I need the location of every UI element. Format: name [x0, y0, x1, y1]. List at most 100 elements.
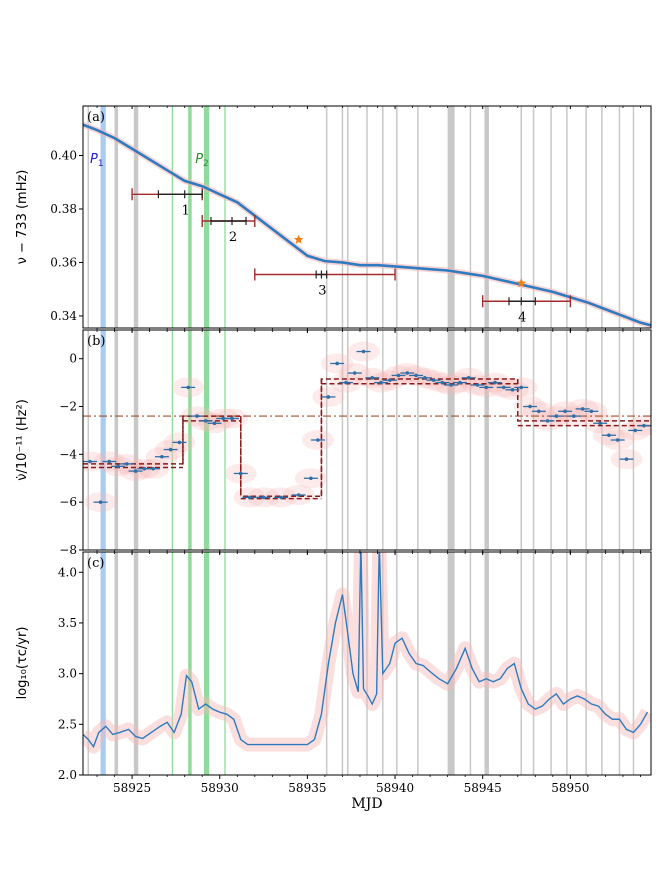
data-point: [563, 409, 567, 414]
green-band-p2: [188, 330, 192, 550]
data-point: [177, 440, 182, 445]
data-point: [493, 380, 497, 385]
data-point: [387, 378, 392, 383]
data-point: [624, 457, 629, 461]
gray-event-band: [484, 552, 489, 775]
gray-event-band: [133, 330, 139, 550]
data-point: [326, 395, 331, 399]
x-tick-label: 58935: [288, 781, 326, 795]
gray-event-band: [447, 330, 455, 550]
data-point: [528, 404, 532, 409]
data-point: [151, 466, 155, 471]
y-tick-label: −4: [59, 447, 77, 461]
panel-label: (b): [87, 334, 105, 349]
y-tick-label: −6: [59, 495, 77, 509]
data-point: [642, 423, 646, 428]
blue-band-p1: [100, 330, 106, 550]
annotation-p1: P1: [90, 152, 104, 169]
x-axis-label: MJD: [351, 796, 382, 812]
data-point: [116, 464, 120, 469]
gray-event-band: [114, 330, 119, 550]
gray-event-band: [114, 552, 119, 775]
y-tick-label: 0.38: [50, 202, 77, 216]
data-point: [212, 421, 217, 426]
star-marker: [516, 278, 526, 288]
gray-event-band: [133, 106, 139, 328]
axes-frame: [82, 551, 652, 776]
gray-event-band: [447, 106, 455, 328]
y-tick-label: 0.36: [50, 255, 77, 269]
data-point: [396, 373, 401, 378]
y-tick-label: 0.40: [50, 148, 77, 162]
data-point: [598, 421, 602, 426]
data-point: [423, 376, 427, 380]
data-point: [475, 383, 480, 387]
panel-a-y-label: ν − 733 (mHz): [15, 170, 30, 265]
data-point: [545, 419, 550, 423]
data-point: [352, 371, 357, 375]
plot-area: [83, 106, 651, 328]
data-point: [589, 409, 594, 414]
data-point: [279, 495, 283, 500]
annotation-p2: P2: [195, 152, 209, 169]
green-band-p2: [188, 106, 192, 328]
data-point: [344, 380, 348, 385]
data-point: [572, 414, 576, 418]
plot-area: [83, 330, 651, 550]
data-point: [168, 447, 173, 452]
data-point: [186, 385, 190, 390]
star-marker: [293, 234, 304, 244]
gray-event-band: [447, 552, 455, 775]
panel-a: 0.34 0.36 0.38 0.40 (a) 1 2 3 4 P1 P2: [50, 105, 652, 332]
data-point: [554, 414, 559, 418]
data-point: [580, 407, 585, 411]
data-point: [510, 387, 515, 392]
y-tick-label: 2.5: [58, 717, 77, 731]
plot-area: [83, 552, 651, 775]
data-point: [361, 349, 366, 354]
gray-event-band: [484, 330, 489, 550]
y-tick-label: −8: [59, 543, 77, 557]
data-point: [133, 469, 138, 473]
data-point: [615, 438, 620, 442]
y-tick-label: 2.0: [58, 768, 77, 782]
data-point: [160, 454, 164, 459]
data-point: [107, 459, 112, 464]
interval-label: 4: [518, 310, 526, 325]
data-point: [238, 471, 243, 476]
x-tick-label: 58950: [551, 781, 589, 795]
panel-label: (c): [87, 556, 104, 571]
data-point: [431, 378, 436, 383]
y-tick-label: 4.0: [58, 565, 77, 579]
data-point: [633, 428, 638, 433]
data-point: [261, 495, 266, 500]
y-tick-label: 3.0: [58, 667, 77, 681]
data-point: [501, 385, 506, 390]
data-point: [309, 476, 313, 481]
data-point: [221, 416, 226, 421]
y-tick-label: −2: [59, 400, 77, 414]
data-point: [466, 376, 471, 380]
green-band-p2: [203, 106, 210, 328]
data-point: [607, 433, 611, 438]
x-tick-label: 58930: [201, 781, 239, 795]
data-point: [125, 462, 129, 466]
data-point: [405, 371, 410, 375]
data-point: [195, 414, 199, 418]
panel-b: −8 −6 −4 −2 0 (b): [59, 329, 652, 557]
data-point: [247, 495, 252, 500]
data-point: [484, 385, 489, 390]
gray-event-band: [114, 106, 119, 328]
y-tick-label: 3.5: [58, 616, 77, 630]
age-curve: [83, 552, 649, 749]
y-tick-label: 0.34: [50, 309, 77, 323]
y-tick-label: 0: [69, 352, 77, 366]
frequency-curve: [83, 123, 651, 327]
data-point: [203, 419, 208, 423]
data-point: [379, 380, 383, 385]
data-point: [296, 493, 301, 497]
panel-c-y-label: log₁₀(τc/yr): [15, 627, 30, 700]
interval-label: 2: [229, 230, 237, 245]
axes-frame: [82, 105, 652, 329]
